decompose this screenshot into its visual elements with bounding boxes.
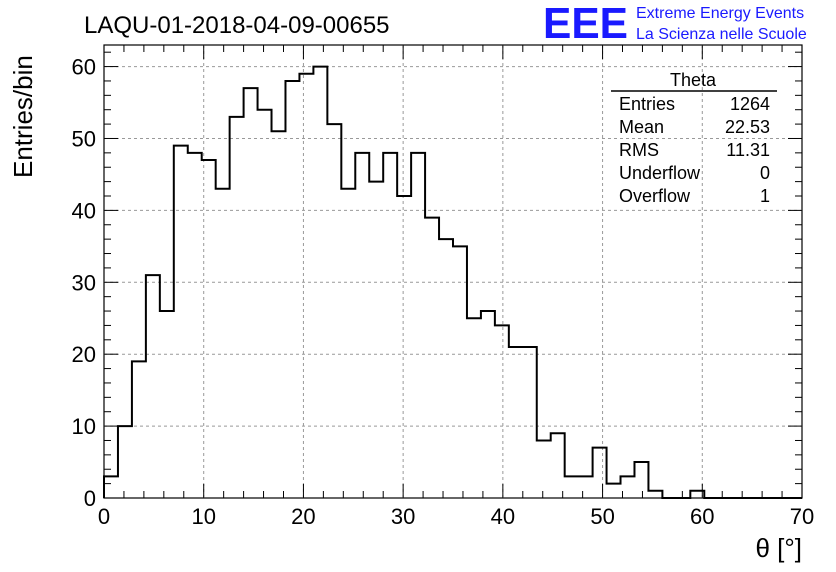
plot-frame <box>103 44 803 499</box>
stats-label: Mean <box>619 117 664 137</box>
stats-label: RMS <box>619 140 659 160</box>
stats-title: Theta <box>670 70 717 90</box>
histogram-outline <box>103 65 802 499</box>
y-tick-labels: 0 10 20 30 40 50 60 <box>72 55 96 511</box>
x-tick-label: 70 <box>790 504 814 529</box>
axis-ticks <box>103 45 803 499</box>
y-tick-label: 30 <box>72 270 96 295</box>
x-tick-label: 20 <box>291 504 315 529</box>
logo-line1: Extreme Energy Events <box>636 5 804 22</box>
grid-lines <box>104 45 802 498</box>
chart-title: LAQU-01-2018-04-09-00655 <box>84 12 390 39</box>
stats-box: Theta Entries 1264 Mean 22.53 RMS 11.31 Underf… <box>611 70 777 206</box>
stats-label: Underflow <box>619 163 701 183</box>
y-axis-label: Entries/bin <box>8 55 38 178</box>
stats-label: Overflow <box>619 186 691 206</box>
logo-line2: La Scienza nelle Scuole <box>636 26 807 43</box>
x-tick-label: 60 <box>690 504 714 529</box>
x-axis-label: θ [°] <box>755 533 802 563</box>
stats-value: 1264 <box>730 94 770 114</box>
stats-value: 11.31 <box>726 140 770 160</box>
x-tick-label: 10 <box>191 504 215 529</box>
y-tick-label: 60 <box>72 55 96 80</box>
y-tick-label: 50 <box>72 126 96 151</box>
logo-mark: EEE <box>543 0 628 48</box>
x-tick-label: 50 <box>590 504 614 529</box>
y-tick-label: 40 <box>72 198 96 223</box>
stats-value: 22.53 <box>725 117 770 137</box>
x-tick-label: 40 <box>491 504 515 529</box>
y-tick-label: 20 <box>72 342 96 367</box>
eee-logo: EEE Extreme Energy Events La Scienza nel… <box>543 0 807 48</box>
y-tick-label: 0 <box>84 486 96 511</box>
stats-rows: Entries 1264 Mean 22.53 RMS 11.31 Underflow 0 Ov… <box>619 94 770 206</box>
y-tick-label: 10 <box>72 414 96 439</box>
stats-value: 1 <box>760 186 770 206</box>
stats-value: 0 <box>760 163 770 183</box>
stats-label: Entries <box>619 94 675 114</box>
x-tick-label: 30 <box>391 504 415 529</box>
x-tick-labels: 0 10 20 30 40 50 60 70 <box>98 504 814 529</box>
x-tick-label: 0 <box>98 504 110 529</box>
